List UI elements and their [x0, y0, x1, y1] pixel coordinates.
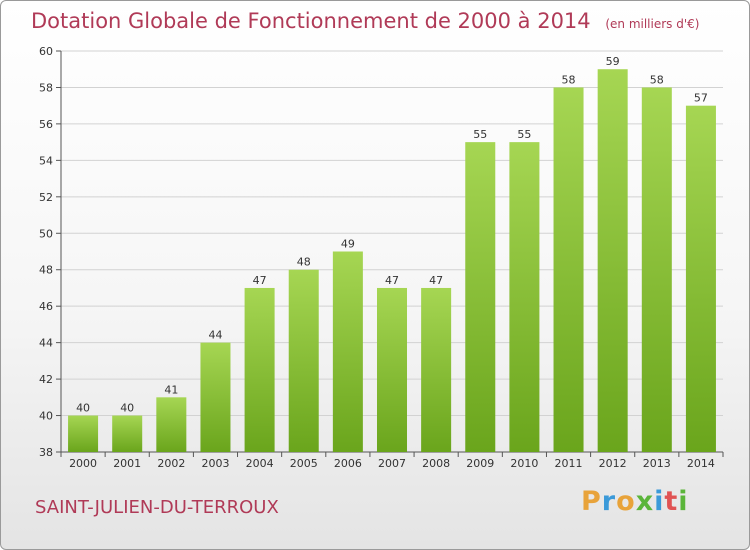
- bar-value-label: 55: [517, 128, 531, 141]
- logo-letter: i: [654, 486, 665, 517]
- x-tick-label: 2005: [290, 457, 318, 470]
- x-tick-label: 2014: [687, 457, 715, 470]
- bar-value-label: 44: [208, 329, 222, 342]
- logo-letter: P: [581, 486, 602, 517]
- y-tick-label: 44: [39, 337, 53, 350]
- x-tick-label: 2001: [113, 457, 141, 470]
- y-tick-label: 50: [39, 227, 53, 240]
- x-tick-label: 2011: [555, 457, 583, 470]
- y-tick-label: 38: [39, 446, 53, 459]
- x-tick-label: 2006: [334, 457, 362, 470]
- x-tick-label: 2009: [466, 457, 494, 470]
- bar-value-label: 58: [562, 73, 576, 86]
- bar-value-label: 55: [473, 128, 487, 141]
- bar-value-label: 48: [297, 256, 311, 269]
- bar: [465, 142, 496, 453]
- x-tick-label: 2004: [246, 457, 274, 470]
- logo-letter: o: [616, 486, 636, 517]
- bar: [597, 69, 628, 453]
- unit-note: (en milliers d'€): [605, 17, 700, 31]
- bar-value-label: 57: [694, 92, 708, 105]
- x-tick-label: 2007: [378, 457, 406, 470]
- logo-letter: i: [678, 486, 689, 517]
- bar: [244, 287, 275, 452]
- chart-title-row: Dotation Globale de Fonctionnement de 20…: [31, 9, 699, 33]
- bar: [112, 415, 143, 452]
- chart-title: Dotation Globale de Fonctionnement de 20…: [31, 9, 591, 33]
- logo-letter: r: [601, 486, 617, 517]
- y-tick-label: 54: [39, 154, 53, 167]
- bar-value-label: 47: [253, 274, 267, 287]
- y-tick-label: 48: [39, 264, 53, 277]
- x-tick-label: 2008: [422, 457, 450, 470]
- bar: [553, 87, 584, 453]
- bar: [641, 87, 672, 453]
- bar: [376, 287, 408, 452]
- logo-letter: x: [635, 486, 655, 517]
- logo-letter: t: [664, 486, 679, 517]
- x-tick-label: 2002: [157, 457, 185, 470]
- y-tick-label: 52: [39, 191, 53, 204]
- bar-value-label: 40: [76, 402, 90, 415]
- bar: [68, 415, 99, 452]
- bar-value-label: 47: [429, 274, 443, 287]
- x-tick-label: 2010: [510, 457, 538, 470]
- bar: [509, 142, 540, 453]
- y-tick-label: 58: [39, 81, 53, 94]
- bar-value-label: 41: [164, 383, 178, 396]
- bar: [156, 397, 187, 452]
- bar-value-label: 49: [341, 238, 355, 251]
- x-tick-label: 2013: [643, 457, 671, 470]
- x-tick-label: 2003: [201, 457, 229, 470]
- y-tick-label: 46: [39, 300, 53, 313]
- commune-name: SAINT-JULIEN-DU-TERROUX: [35, 497, 279, 518]
- y-tick-label: 42: [39, 373, 53, 386]
- bar: [200, 342, 231, 452]
- bar-value-label: 40: [120, 402, 134, 415]
- bar-value-label: 58: [650, 73, 664, 86]
- proxiti-logo: Proxiti: [581, 488, 689, 515]
- y-tick-label: 60: [39, 45, 53, 58]
- bar-value-label: 59: [606, 55, 620, 68]
- bar: [685, 105, 716, 452]
- bar: [421, 287, 452, 452]
- y-tick-label: 56: [39, 118, 53, 131]
- bar-value-label: 47: [385, 274, 399, 287]
- y-tick-label: 40: [39, 410, 53, 423]
- bar: [288, 269, 319, 452]
- x-tick-label: 2012: [599, 457, 627, 470]
- x-tick-label: 2000: [69, 457, 97, 470]
- bar: [332, 251, 363, 452]
